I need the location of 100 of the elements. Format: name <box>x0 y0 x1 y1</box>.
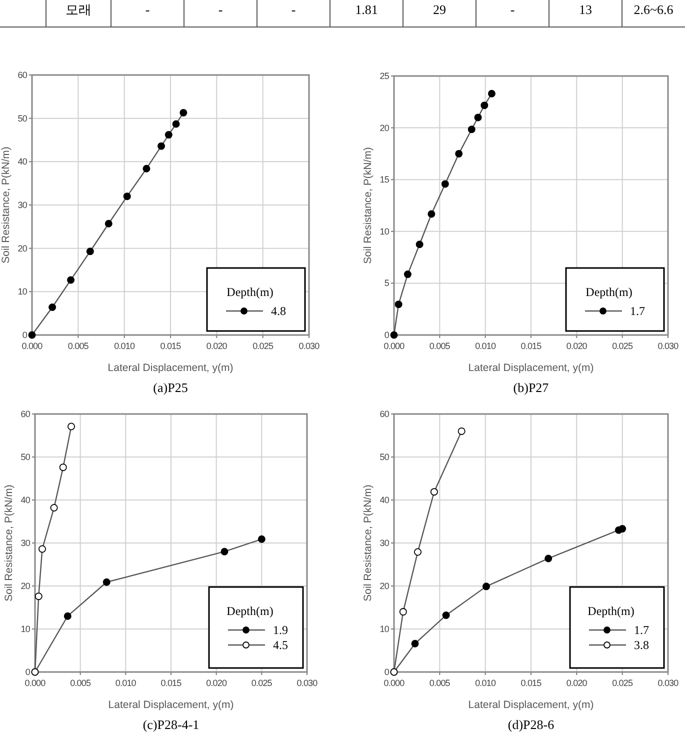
point <box>123 192 131 200</box>
point <box>404 270 412 278</box>
point <box>390 331 398 339</box>
point <box>164 131 172 139</box>
point <box>50 504 58 512</box>
y-tick-label: 20 <box>380 581 390 591</box>
x-tick-label: 0.015 <box>520 341 542 351</box>
x-tick-label: 0.015 <box>520 678 542 688</box>
x-tick-label: 0.000 <box>384 341 405 351</box>
legend-label: 1.7 <box>630 304 645 318</box>
text: 29 <box>433 2 446 17</box>
legend-title: Depth(m) <box>586 285 632 299</box>
point <box>68 422 76 430</box>
x-tick-label: 0.025 <box>251 678 272 688</box>
point <box>482 582 490 590</box>
legend-label: 1.9 <box>273 623 288 637</box>
point <box>86 248 94 256</box>
point <box>28 331 36 339</box>
point <box>414 548 422 556</box>
point <box>480 102 488 110</box>
x-axis-title: Lateral Displacement, y(m) <box>468 362 594 374</box>
text: - <box>218 2 223 17</box>
point <box>220 548 228 556</box>
y-tick-label: 50 <box>20 452 30 462</box>
legend-label: 4.5 <box>273 638 288 652</box>
y-tick-label: 20 <box>380 122 390 133</box>
text: (a)P25 <box>153 380 188 395</box>
point <box>428 210 436 218</box>
x-tick-label: 0.015 <box>160 341 182 351</box>
point <box>48 304 56 312</box>
y-tick-label: 60 <box>18 70 28 80</box>
y-axis-title: Soil Resistance, P(kN/m) <box>0 146 12 264</box>
legend-title: Depth(m) <box>226 285 274 299</box>
legend-label: 3.8 <box>634 638 649 652</box>
text: (c)P28-4-1 <box>142 717 200 732</box>
point <box>399 608 407 616</box>
text: - <box>510 2 515 17</box>
x-tick-label: 0.000 <box>24 678 46 688</box>
y-axis-title: Soil Resistance, P(kN/m) <box>3 484 15 602</box>
x-tick-label: 0.010 <box>475 678 496 688</box>
legend-title: Depth(m) <box>226 604 274 618</box>
x-tick-label: 0.020 <box>206 341 228 351</box>
point <box>618 525 626 533</box>
point <box>38 545 46 553</box>
x-tick-label: 0.010 <box>114 341 135 351</box>
text: - <box>145 2 150 17</box>
y-tick-label: 0 <box>25 667 30 677</box>
point <box>430 488 438 496</box>
y-tick-label: 40 <box>380 495 390 505</box>
point <box>180 108 188 116</box>
text: 모래 <box>66 2 92 17</box>
y-tick-label: 30 <box>380 538 390 548</box>
point <box>488 90 496 98</box>
point <box>172 120 180 128</box>
point <box>59 464 67 472</box>
y-tick-label: 20 <box>18 243 28 254</box>
x-axis-title: Lateral Displacement, y(m) <box>108 362 234 374</box>
y-tick-label: 20 <box>20 581 30 591</box>
x-tick-label: 0.020 <box>566 341 588 351</box>
x-axis-title: Lateral Displacement, y(m) <box>108 699 234 711</box>
y-tick-label: 10 <box>20 624 30 634</box>
point <box>544 554 552 562</box>
point <box>458 427 466 435</box>
y-tick-label: 40 <box>18 156 28 167</box>
x-tick-label: 0.010 <box>475 341 496 351</box>
point <box>158 142 166 150</box>
y-tick-label: 30 <box>18 200 28 210</box>
x-tick-label: 0.000 <box>22 341 43 351</box>
x-tick-label: 0.020 <box>206 678 227 688</box>
x-tick-label: 0.030 <box>298 341 320 351</box>
x-tick-label: 0.005 <box>429 341 450 351</box>
point <box>455 150 463 158</box>
y-tick-label: 10 <box>380 624 390 634</box>
x-tick-label: 0.030 <box>658 678 679 688</box>
x-tick-label: 0.025 <box>612 678 633 688</box>
point <box>441 180 449 188</box>
text: 2.6~6.6 <box>634 2 674 17</box>
point <box>442 611 450 619</box>
x-tick-label: 0.010 <box>115 678 136 688</box>
x-tick-label: 0.000 <box>384 678 405 688</box>
x-tick-label: 0.005 <box>68 341 89 351</box>
x-tick-label: 0.030 <box>658 341 679 351</box>
x-tick-label: 0.025 <box>612 341 633 351</box>
x-tick-label: 0.005 <box>70 678 91 688</box>
y-tick-label: 30 <box>20 538 30 548</box>
y-tick-label: 50 <box>18 113 28 124</box>
y-tick-label: 25 <box>380 71 390 81</box>
x-tick-label: 0.025 <box>252 341 274 351</box>
point <box>468 126 476 134</box>
y-tick-label: 60 <box>380 409 390 419</box>
x-tick-label: 0.030 <box>296 678 318 688</box>
legend-label: 4.8 <box>271 304 286 318</box>
text: (b)P27 <box>513 380 550 395</box>
text: - <box>291 2 296 17</box>
point <box>64 612 72 620</box>
point <box>34 592 42 600</box>
point <box>474 114 482 122</box>
x-axis-title: Lateral Displacement, y(m) <box>468 699 594 711</box>
legend-label: 1.7 <box>634 623 649 637</box>
y-tick-label: 10 <box>18 286 28 297</box>
